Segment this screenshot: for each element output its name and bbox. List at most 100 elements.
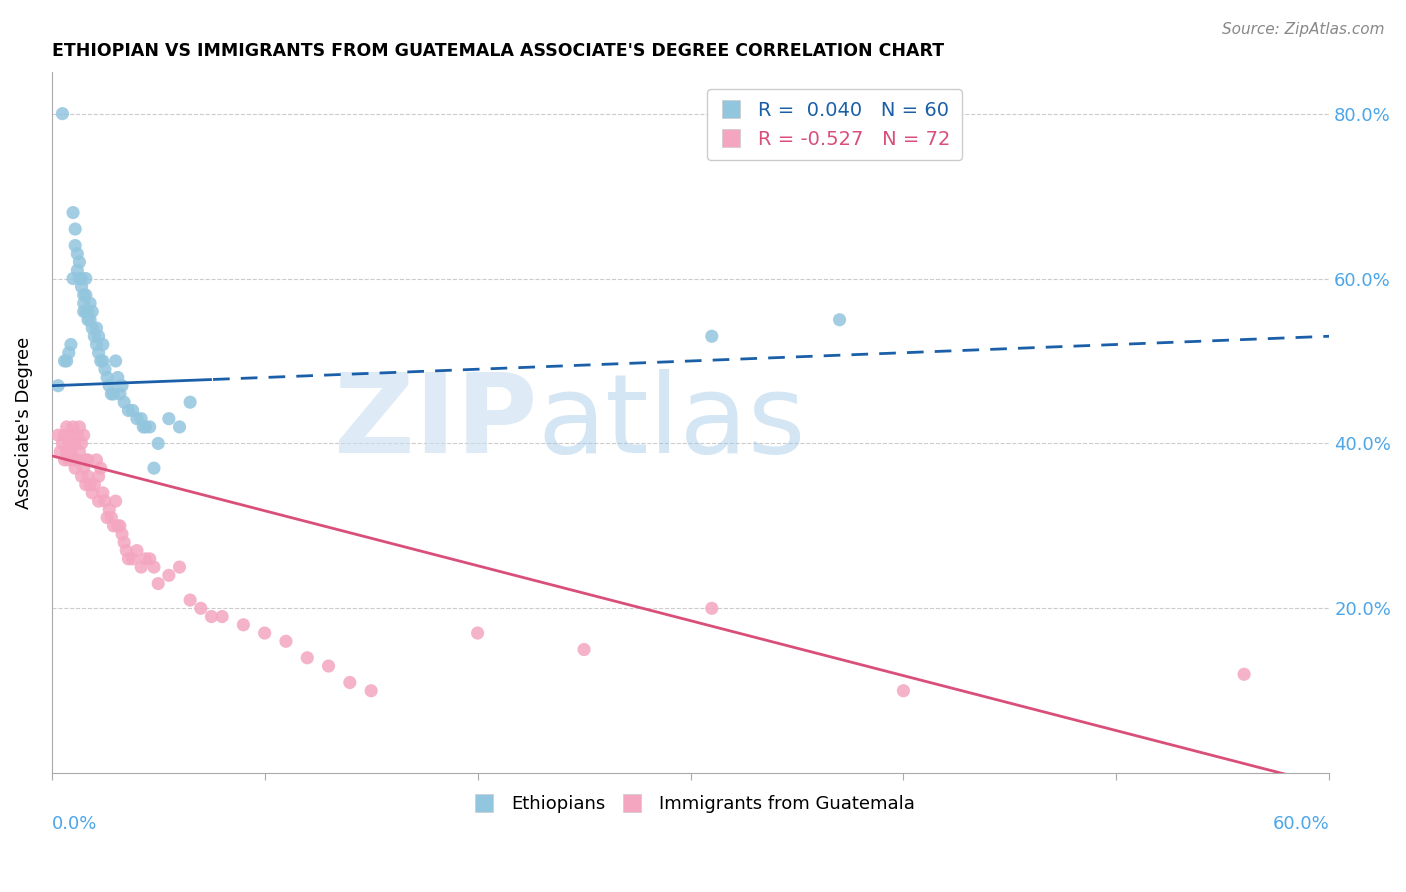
Point bbox=[94, 362, 117, 376]
Point bbox=[138, 552, 160, 566]
Point bbox=[55, 354, 77, 368]
Point bbox=[70, 469, 93, 483]
Point bbox=[75, 304, 97, 318]
Point bbox=[190, 601, 212, 615]
Point bbox=[46, 378, 69, 392]
Point bbox=[121, 552, 143, 566]
Point bbox=[467, 626, 489, 640]
Point bbox=[96, 510, 118, 524]
Point bbox=[297, 650, 319, 665]
Point bbox=[62, 205, 84, 219]
Point bbox=[91, 486, 114, 500]
Text: ZIP: ZIP bbox=[333, 369, 537, 476]
Point bbox=[318, 659, 340, 673]
Point bbox=[100, 510, 122, 524]
Point bbox=[63, 461, 86, 475]
Point bbox=[58, 345, 80, 359]
Point bbox=[66, 453, 89, 467]
Point bbox=[62, 271, 84, 285]
Point bbox=[117, 403, 139, 417]
Point bbox=[66, 263, 89, 277]
Point bbox=[82, 486, 104, 500]
Point bbox=[121, 403, 143, 417]
Point bbox=[253, 626, 276, 640]
Point bbox=[828, 312, 851, 326]
Point bbox=[82, 321, 104, 335]
Point bbox=[157, 568, 180, 582]
Point bbox=[91, 354, 114, 368]
Point bbox=[96, 370, 118, 384]
Point bbox=[134, 552, 156, 566]
Point bbox=[53, 354, 76, 368]
Point bbox=[115, 543, 138, 558]
Point bbox=[87, 469, 110, 483]
Point bbox=[55, 444, 77, 458]
Point bbox=[138, 420, 160, 434]
Point bbox=[700, 329, 723, 343]
Point bbox=[211, 609, 233, 624]
Point bbox=[100, 387, 122, 401]
Point bbox=[103, 519, 125, 533]
Point bbox=[169, 560, 191, 574]
Point bbox=[79, 296, 101, 310]
Point bbox=[90, 354, 112, 368]
Point bbox=[339, 675, 361, 690]
Point bbox=[112, 395, 135, 409]
Point bbox=[117, 552, 139, 566]
Point bbox=[108, 519, 131, 533]
Point bbox=[86, 453, 108, 467]
Point bbox=[360, 683, 382, 698]
Point bbox=[83, 477, 105, 491]
Point bbox=[58, 436, 80, 450]
Point bbox=[62, 453, 84, 467]
Point bbox=[98, 378, 121, 392]
Point bbox=[67, 420, 90, 434]
Text: Source: ZipAtlas.com: Source: ZipAtlas.com bbox=[1222, 22, 1385, 37]
Point bbox=[58, 453, 80, 467]
Point bbox=[51, 106, 73, 120]
Point bbox=[142, 560, 165, 574]
Point bbox=[70, 279, 93, 293]
Point bbox=[75, 453, 97, 467]
Point bbox=[90, 461, 112, 475]
Legend: Ethiopians, Immigrants from Guatemala: Ethiopians, Immigrants from Guatemala bbox=[458, 788, 922, 821]
Point bbox=[700, 601, 723, 615]
Point bbox=[179, 593, 201, 607]
Point bbox=[73, 428, 96, 442]
Point bbox=[86, 321, 108, 335]
Point bbox=[129, 560, 152, 574]
Point bbox=[77, 312, 100, 326]
Point bbox=[62, 420, 84, 434]
Point bbox=[55, 420, 77, 434]
Point bbox=[66, 428, 89, 442]
Point bbox=[49, 444, 72, 458]
Point bbox=[67, 255, 90, 269]
Point bbox=[1233, 667, 1256, 681]
Point bbox=[94, 494, 117, 508]
Point bbox=[73, 304, 96, 318]
Point bbox=[75, 288, 97, 302]
Point bbox=[63, 436, 86, 450]
Point bbox=[77, 469, 100, 483]
Point bbox=[75, 477, 97, 491]
Point bbox=[63, 238, 86, 252]
Point bbox=[103, 387, 125, 401]
Point bbox=[129, 411, 152, 425]
Point bbox=[104, 354, 127, 368]
Point bbox=[73, 288, 96, 302]
Point bbox=[87, 494, 110, 508]
Point bbox=[51, 436, 73, 450]
Point bbox=[77, 304, 100, 318]
Point bbox=[148, 576, 170, 591]
Point bbox=[108, 387, 131, 401]
Point bbox=[79, 312, 101, 326]
Point bbox=[46, 428, 69, 442]
Point bbox=[274, 634, 297, 648]
Point bbox=[125, 543, 148, 558]
Point bbox=[73, 461, 96, 475]
Point bbox=[107, 370, 129, 384]
Text: 0.0%: 0.0% bbox=[52, 815, 97, 833]
Point bbox=[67, 271, 90, 285]
Point bbox=[148, 436, 170, 450]
Point bbox=[59, 337, 82, 351]
